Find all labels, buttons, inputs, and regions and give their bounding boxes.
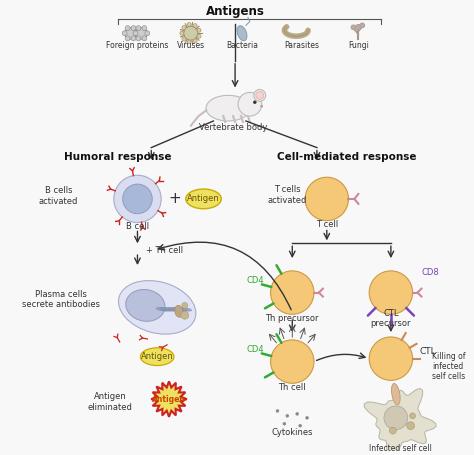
Circle shape — [261, 105, 263, 107]
Ellipse shape — [172, 308, 184, 311]
Circle shape — [114, 175, 161, 222]
Text: Th cell: Th cell — [278, 383, 306, 392]
Circle shape — [299, 424, 301, 427]
Text: + Th cell: + Th cell — [146, 246, 182, 255]
Circle shape — [142, 36, 147, 41]
Text: Humoral response: Humoral response — [64, 152, 172, 162]
Text: Foreign proteins: Foreign proteins — [106, 40, 169, 50]
Circle shape — [305, 177, 348, 221]
Circle shape — [238, 92, 262, 116]
Circle shape — [283, 422, 286, 425]
Circle shape — [360, 23, 365, 28]
Text: Cell-mediated response: Cell-mediated response — [277, 152, 416, 162]
Text: Infected self cell: Infected self cell — [369, 444, 432, 453]
Circle shape — [187, 40, 191, 44]
Text: CTL
precursor: CTL precursor — [371, 308, 411, 328]
Text: Killing of
infected
self cells: Killing of infected self cells — [432, 352, 466, 381]
Circle shape — [145, 31, 150, 35]
Text: Plasma cells
secrete antibodies: Plasma cells secrete antibodies — [21, 290, 100, 309]
Circle shape — [407, 422, 415, 430]
Circle shape — [136, 36, 141, 41]
Text: Bacteria: Bacteria — [226, 40, 258, 50]
Text: Th precursor: Th precursor — [265, 313, 319, 323]
Ellipse shape — [156, 308, 168, 311]
Circle shape — [271, 340, 314, 383]
Circle shape — [184, 26, 198, 40]
Text: Viruses: Viruses — [177, 40, 205, 50]
Circle shape — [187, 23, 191, 26]
Circle shape — [197, 28, 201, 32]
Ellipse shape — [160, 308, 172, 311]
Circle shape — [306, 416, 309, 420]
Text: Vertebrate body: Vertebrate body — [199, 123, 267, 132]
Text: CTL: CTL — [419, 347, 436, 356]
Circle shape — [125, 36, 130, 41]
Circle shape — [181, 311, 189, 319]
Circle shape — [136, 27, 147, 39]
Circle shape — [384, 406, 408, 430]
Text: T cell: T cell — [316, 220, 338, 229]
Text: Antigens: Antigens — [206, 5, 264, 18]
Circle shape — [123, 184, 152, 214]
Ellipse shape — [140, 348, 174, 365]
Ellipse shape — [392, 384, 400, 405]
Circle shape — [276, 410, 279, 412]
Text: Cytokines: Cytokines — [272, 428, 313, 437]
Ellipse shape — [237, 25, 247, 41]
Ellipse shape — [176, 308, 188, 311]
Ellipse shape — [186, 189, 221, 209]
Text: Parasites: Parasites — [285, 40, 319, 50]
Circle shape — [134, 31, 139, 35]
Text: B cells
activated: B cells activated — [39, 186, 78, 206]
Circle shape — [142, 25, 147, 30]
Circle shape — [390, 427, 396, 434]
Text: CD8: CD8 — [421, 268, 439, 278]
Circle shape — [133, 31, 138, 35]
Circle shape — [131, 25, 136, 30]
Ellipse shape — [180, 308, 191, 311]
Circle shape — [351, 25, 356, 30]
Ellipse shape — [168, 308, 180, 311]
Text: +: + — [169, 192, 182, 207]
Ellipse shape — [177, 308, 181, 315]
Circle shape — [182, 25, 186, 30]
Circle shape — [356, 25, 361, 30]
Text: Antigen: Antigen — [152, 394, 186, 404]
Polygon shape — [151, 381, 187, 417]
Circle shape — [410, 413, 416, 419]
Text: Antigen
eliminated: Antigen eliminated — [87, 392, 132, 412]
Ellipse shape — [164, 308, 176, 311]
Circle shape — [253, 101, 256, 104]
Ellipse shape — [126, 289, 165, 321]
Circle shape — [369, 337, 412, 380]
Circle shape — [193, 24, 197, 28]
Text: T cells
activated: T cells activated — [268, 185, 307, 205]
Circle shape — [125, 27, 137, 39]
Circle shape — [125, 25, 130, 30]
Circle shape — [182, 37, 186, 41]
Circle shape — [182, 303, 188, 308]
Circle shape — [122, 31, 127, 35]
Ellipse shape — [118, 281, 196, 334]
Ellipse shape — [175, 305, 183, 317]
Text: Fungi: Fungi — [348, 40, 369, 50]
Circle shape — [254, 90, 265, 101]
Polygon shape — [364, 389, 436, 455]
Circle shape — [271, 271, 314, 314]
Circle shape — [256, 91, 264, 99]
Text: Antigen: Antigen — [141, 352, 173, 361]
Circle shape — [136, 25, 141, 30]
Circle shape — [193, 39, 197, 43]
Text: CD4: CD4 — [247, 345, 264, 354]
Circle shape — [131, 36, 136, 41]
Circle shape — [197, 34, 201, 38]
Circle shape — [286, 415, 289, 417]
Circle shape — [180, 31, 184, 35]
Text: CD4: CD4 — [247, 276, 264, 285]
Circle shape — [369, 271, 412, 314]
Text: Antigen: Antigen — [187, 194, 220, 203]
Ellipse shape — [206, 96, 250, 121]
Text: B cell: B cell — [126, 222, 149, 231]
Circle shape — [296, 412, 299, 415]
